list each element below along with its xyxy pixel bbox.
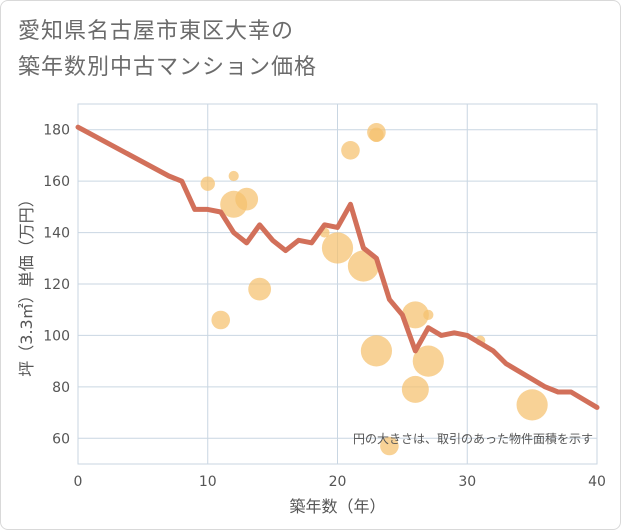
y-tick-labels: 60 80 100 120 140 160 180 xyxy=(43,123,70,448)
x-tick-label: 40 xyxy=(588,474,606,490)
grid xyxy=(77,104,598,464)
x-tick-label: 10 xyxy=(199,474,217,490)
data-bubble xyxy=(423,309,434,320)
title-line-2: 築年数別中古マンション価格 xyxy=(18,55,318,80)
title-line-1: 愛知県名古屋市東区大幸の xyxy=(18,19,295,44)
data-bubble xyxy=(321,232,354,264)
y-tick-label: 160 xyxy=(43,174,70,190)
x-axis-label: 築年数（年） xyxy=(289,497,385,516)
data-bubble xyxy=(412,345,444,377)
data-bubble xyxy=(211,310,231,330)
y-tick-label: 120 xyxy=(43,277,70,293)
data-bubble xyxy=(401,375,429,403)
y-tick-label: 60 xyxy=(52,431,70,447)
data-bubble xyxy=(516,389,548,421)
x-tick-label: 30 xyxy=(458,474,476,490)
price-trend-line xyxy=(75,124,600,410)
x-tick-label: 0 xyxy=(74,474,83,490)
y-tick-label: 100 xyxy=(43,328,70,344)
data-bubble xyxy=(341,140,360,160)
x-tick-label: 20 xyxy=(329,474,347,490)
data-bubble xyxy=(369,127,384,143)
x-tick-labels: 0 10 20 30 40 xyxy=(74,474,606,490)
data-bubble xyxy=(248,277,272,301)
y-axis-label: 坪（3.3㎡）単価（万円） xyxy=(17,191,36,376)
bubble-layer xyxy=(200,122,548,456)
y-tick-label: 80 xyxy=(52,380,70,396)
y-tick-label: 180 xyxy=(43,123,70,139)
bubble-size-note: 円の大きさは、取引のあった物件面積を示す xyxy=(353,431,593,446)
data-bubble xyxy=(228,170,239,182)
data-bubble xyxy=(200,176,215,191)
data-bubble xyxy=(235,187,259,211)
data-bubble xyxy=(347,250,380,282)
data-bubble xyxy=(360,335,393,367)
data-bubble xyxy=(380,436,399,456)
data-bubble xyxy=(401,301,429,329)
y-tick-label: 140 xyxy=(43,226,70,242)
chart-title: 愛知県名古屋市東区大幸の 築年数別中古マンション価格 xyxy=(18,14,317,86)
